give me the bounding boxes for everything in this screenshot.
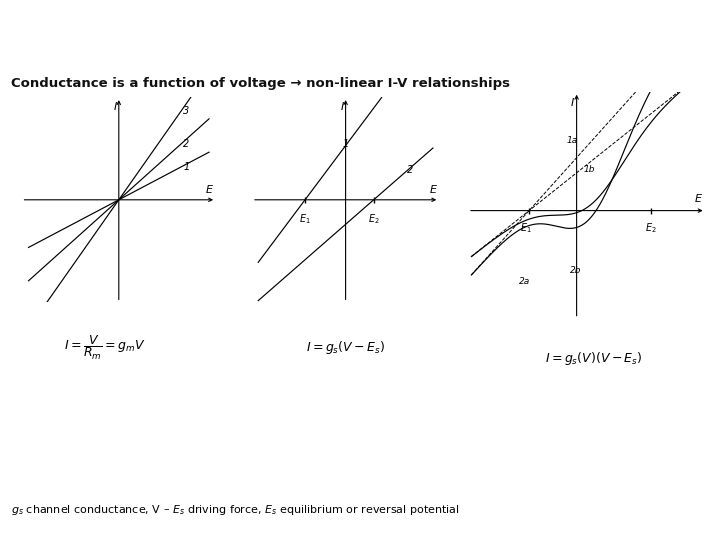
Text: 1b: 1b [583, 165, 595, 174]
Text: Conductance is a function of voltage → non-linear I-V relationships: Conductance is a function of voltage → n… [11, 77, 510, 90]
Text: $E_2$: $E_2$ [368, 213, 379, 226]
Text: E: E [206, 185, 213, 194]
Text: $E_2$: $E_2$ [645, 221, 657, 235]
Text: E: E [695, 194, 702, 204]
Text: I: I [341, 103, 344, 112]
Text: 3: 3 [184, 106, 189, 116]
Text: Current – voltage relation of ion channels revisited: Current – voltage relation of ion channe… [9, 16, 536, 36]
Text: 2: 2 [407, 165, 413, 174]
Text: 2a: 2a [519, 276, 530, 286]
Text: 2b: 2b [570, 266, 581, 275]
Text: I: I [571, 98, 575, 108]
Text: 1: 1 [184, 162, 189, 172]
Text: $E_1$: $E_1$ [299, 213, 311, 226]
Text: E: E [429, 185, 436, 194]
Text: $I = g_s\left(V - E_s\right)$: $I = g_s\left(V - E_s\right)$ [306, 339, 385, 356]
Text: $E_1$: $E_1$ [520, 221, 531, 235]
Text: 1a: 1a [567, 136, 577, 145]
Text: $I = \dfrac{V}{R_m} = g_m V$: $I = \dfrac{V}{R_m} = g_m V$ [63, 334, 145, 362]
Text: 1: 1 [343, 139, 348, 148]
Text: 2: 2 [184, 139, 189, 148]
Text: $I = g_s(V)\left(V - E_s\right)$: $I = g_s(V)\left(V - E_s\right)$ [545, 350, 643, 367]
Text: I: I [114, 103, 117, 112]
Text: $g_s$ channel conductance, V – $E_s$ driving force, $E_s$ equilibrium or reversa: $g_s$ channel conductance, V – $E_s$ dri… [11, 503, 459, 517]
